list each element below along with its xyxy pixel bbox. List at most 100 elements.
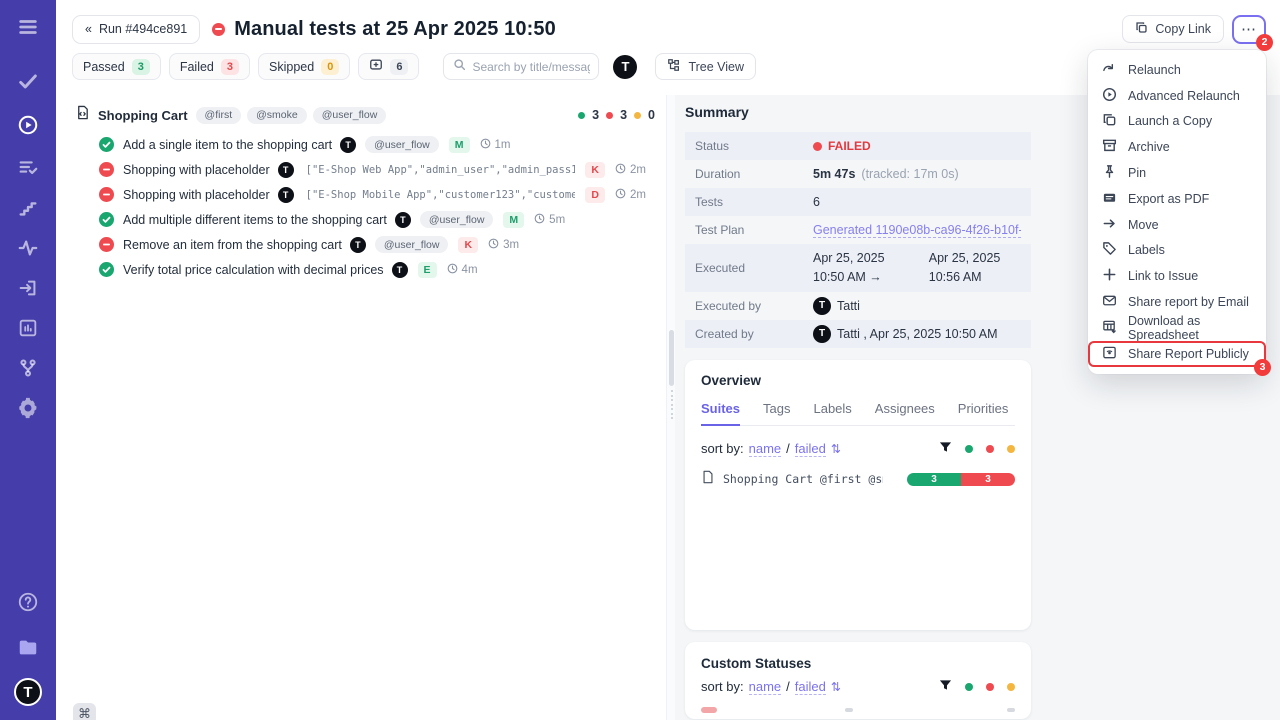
- initial-badge: K: [458, 236, 479, 253]
- menu-item-label: Launch a Copy: [1128, 114, 1213, 129]
- filter-funnel-icon[interactable]: [939, 679, 952, 695]
- steps-icon[interactable]: [16, 196, 40, 220]
- clock-icon: [615, 188, 626, 202]
- skipped-legend-dot[interactable]: [1007, 682, 1015, 691]
- menu-item-label: Share Report Publicly: [1128, 346, 1249, 361]
- failed-legend-dot[interactable]: [986, 682, 994, 691]
- passed-legend-dot[interactable]: [965, 444, 973, 453]
- branch-icon[interactable]: [16, 356, 40, 380]
- menu-item-share-report-by-email[interactable]: Share report by Email: [1088, 289, 1266, 315]
- test-row[interactable]: Shopping with placeholder T ["E-Shop Web…: [56, 157, 666, 182]
- keyboard-shortcut-button[interactable]: ⌘: [73, 703, 96, 720]
- test-title: Shopping with placeholder: [123, 187, 270, 202]
- menu-item-download-as-spreadsheet[interactable]: Download as Spreadsheet: [1088, 314, 1266, 342]
- test-row[interactable]: Shopping with placeholder T ["E-Shop Mob…: [56, 182, 666, 207]
- profile-avatar[interactable]: T: [14, 678, 42, 706]
- skipped-legend-dot[interactable]: [1007, 444, 1015, 453]
- test-tag[interactable]: @user_flow: [419, 211, 494, 228]
- menu-item-label: Export as PDF: [1128, 191, 1210, 206]
- activity-icon[interactable]: [16, 236, 40, 260]
- pin-icon: [1102, 164, 1117, 182]
- test-row[interactable]: Add a single item to the shopping cart T…: [56, 132, 666, 157]
- suite-tag[interactable]: @first: [195, 106, 242, 124]
- scrollbar-thumb[interactable]: [669, 330, 674, 386]
- menu-item-label: Pin: [1128, 166, 1147, 181]
- tab-priorities[interactable]: Priorities: [957, 400, 1009, 416]
- sort-by-name-link[interactable]: name: [748, 678, 782, 695]
- test-duration: 3m: [503, 238, 520, 251]
- test-row[interactable]: Remove an item from the shopping cart T …: [56, 232, 666, 257]
- tab-tags[interactable]: Tags: [763, 400, 791, 416]
- created-by-value: Tatti , Apr 25, 2025 10:50 AM: [837, 326, 998, 341]
- passed-legend-dot[interactable]: [965, 682, 973, 691]
- panel-divider[interactable]: [666, 95, 675, 720]
- filter-funnel-icon[interactable]: [939, 441, 952, 457]
- tab-labels[interactable]: Labels: [813, 400, 852, 416]
- passed-label: Passed: [83, 59, 125, 74]
- overview-suite-label[interactable]: Shopping Cart @first @smoke …: [723, 472, 883, 486]
- filter-passed-button[interactable]: Passed 3: [72, 53, 161, 80]
- test-title: Add multiple different items to the shop…: [123, 212, 387, 227]
- test-example-data: ["E-Shop Mobile App","customer123","cust…: [305, 188, 576, 201]
- initial-badge: M: [448, 136, 470, 153]
- search-input[interactable]: [472, 59, 591, 74]
- overview-title: Overview: [701, 372, 762, 388]
- failed-label: Failed: [179, 59, 214, 74]
- sort-by-failed-link[interactable]: failed: [794, 440, 826, 457]
- assignee-avatar: T: [277, 161, 294, 178]
- test-plan-link[interactable]: Generated 1190e08b-ca96-4f26-b10f-d6dc…: [813, 223, 1021, 238]
- sort-by-name-link[interactable]: name: [748, 440, 782, 457]
- row-label: Executed: [695, 260, 746, 275]
- menu-item-link-to-issue[interactable]: Link to Issue: [1088, 263, 1266, 289]
- menu-item-export-as-pdf[interactable]: Export as PDF: [1088, 186, 1266, 212]
- row-label: Status: [695, 139, 730, 153]
- initial-badge: D: [585, 186, 606, 203]
- clock-icon: [488, 238, 499, 252]
- suite-tag[interactable]: @smoke: [247, 106, 307, 124]
- menu-item-advanced-relaunch[interactable]: Advanced Relaunch: [1088, 83, 1266, 109]
- test-tag[interactable]: @user_flow: [365, 136, 439, 153]
- sort-by-failed-link[interactable]: failed: [794, 678, 826, 695]
- tab-suites[interactable]: Suites: [701, 400, 741, 426]
- suite-row-shopping-cart[interactable]: Shopping Cart @first @smoke @user_flow 3…: [56, 103, 666, 127]
- filter-failed-button[interactable]: Failed 3: [168, 53, 250, 80]
- menu-item-relaunch[interactable]: Relaunch: [1088, 57, 1266, 83]
- resize-handle[interactable]: [670, 390, 673, 419]
- play-circle-icon[interactable]: [16, 113, 40, 137]
- copy-link-button[interactable]: Copy Link: [1122, 15, 1224, 43]
- menu-icon[interactable]: [16, 15, 40, 39]
- test-tag[interactable]: @user_flow: [374, 236, 449, 253]
- menu-item-launch-a-copy[interactable]: Launch a Copy: [1088, 109, 1266, 135]
- check-icon[interactable]: [16, 69, 40, 93]
- sort-direction-icon[interactable]: ⇅: [830, 441, 841, 456]
- menu-item-archive[interactable]: Archive: [1088, 134, 1266, 160]
- tree-view-button[interactable]: Tree View: [655, 53, 757, 80]
- bar-chart-icon[interactable]: [16, 316, 40, 340]
- assignee-filter-avatar[interactable]: T: [613, 54, 638, 79]
- filter-skipped-button[interactable]: Skipped 0: [258, 53, 351, 80]
- back-to-run-button[interactable]: « Run #494ce891: [72, 14, 201, 44]
- skipped-count-badge: 0: [321, 58, 340, 75]
- suite-results-bar[interactable]: 3 3: [907, 472, 1015, 486]
- menu-item-labels[interactable]: Labels: [1088, 238, 1266, 264]
- gear-icon[interactable]: [16, 396, 40, 420]
- menu-item-label: Advanced Relaunch: [1128, 88, 1240, 103]
- list-check-icon[interactable]: [16, 155, 40, 179]
- folder-icon[interactable]: [16, 636, 40, 660]
- assignee-avatar: T: [391, 261, 408, 278]
- sort-direction-icon[interactable]: ⇅: [830, 679, 841, 694]
- test-row[interactable]: Verify total price calculation with deci…: [56, 257, 666, 282]
- failed-legend-dot[interactable]: [986, 444, 994, 453]
- menu-item-share-report-publicly[interactable]: Share Report Publicly 3: [1088, 340, 1271, 376]
- import-icon[interactable]: [16, 276, 40, 300]
- menu-item-move[interactable]: Move: [1088, 212, 1266, 238]
- tab-assignees[interactable]: Assignees: [874, 400, 935, 416]
- failed-minus-icon: [99, 237, 114, 252]
- filter-comments-button[interactable]: 6: [358, 53, 420, 80]
- test-row[interactable]: Add multiple different items to the shop…: [56, 207, 666, 232]
- menu-item-pin[interactable]: Pin: [1088, 160, 1266, 186]
- suite-failed-count: 3: [620, 108, 628, 122]
- suite-tag[interactable]: @user_flow: [312, 106, 387, 124]
- help-icon[interactable]: [16, 590, 40, 614]
- test-duration: 2m: [630, 188, 646, 201]
